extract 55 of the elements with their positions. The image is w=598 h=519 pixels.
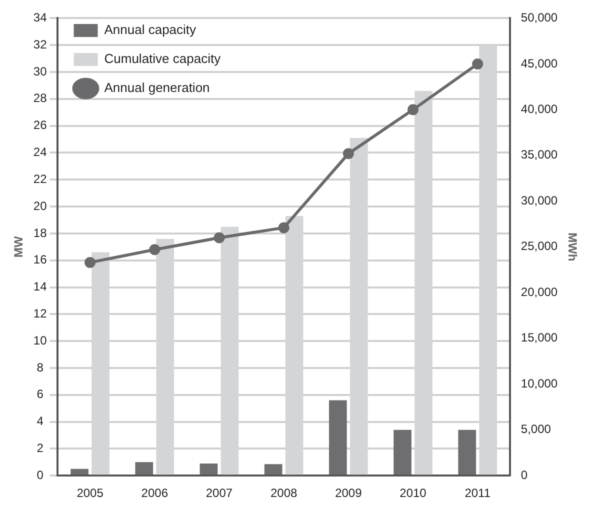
point [408, 104, 419, 116]
y2-axis-title: MWh [565, 232, 580, 262]
bar [70, 468, 88, 475]
legend-label: Cumulative capacity [104, 51, 222, 66]
x-tick-label: 2008 [270, 486, 298, 500]
y-tick-label: 10 [33, 333, 48, 348]
y-tick-label: 34 [33, 10, 48, 25]
point [84, 256, 96, 268]
legend-label: Annual generation [104, 80, 210, 96]
x-tick-label: 2007 [206, 486, 233, 500]
y2-tick-label: 0 [520, 468, 528, 482]
y-tick-label: 22 [33, 172, 48, 186]
point [342, 148, 354, 160]
bar [458, 430, 476, 475]
y-axis-title: MW [12, 236, 26, 258]
y2-tick-label: 5,000 [520, 422, 552, 436]
y-tick-label: 30 [33, 64, 48, 78]
y-tick-label: 8 [36, 360, 44, 374]
y2-tick-label: 50,000 [520, 10, 558, 25]
point [278, 222, 290, 234]
y-tick-label: 28 [33, 91, 48, 106]
legend-label: Annual capacity [104, 22, 197, 38]
point [149, 244, 160, 256]
y2-tick-label: 45,000 [520, 56, 558, 70]
y-tick-label: 4 [36, 414, 44, 428]
bar [264, 464, 282, 475]
y2-tick-label: 35,000 [520, 148, 558, 162]
y-tick-label: 12 [33, 306, 48, 320]
y-tick-label: 0 [36, 468, 44, 482]
point [214, 232, 225, 244]
y2-tick-label: 15,000 [520, 330, 558, 345]
bar [394, 430, 412, 475]
y-tick-label: 26 [33, 118, 48, 132]
y-tick-label: 20 [33, 198, 48, 213]
y-tick-label: 14 [33, 280, 48, 294]
y-tick-label: 2 [36, 441, 44, 456]
y-tick-label: 32 [33, 37, 48, 52]
y2-tick-label: 20,000 [520, 284, 558, 299]
point [472, 58, 484, 70]
bar [200, 463, 218, 475]
y2-tick-label: 10,000 [520, 376, 558, 390]
y2-tick-label: 30,000 [520, 193, 558, 208]
x-tick-label: 2011 [464, 486, 491, 500]
y2-tick-label: 40,000 [520, 102, 558, 116]
x-tick-label: 2005 [76, 486, 104, 500]
x-tick-label: 2009 [335, 486, 362, 500]
y-tick-label: 16 [33, 252, 48, 267]
x-tick-label: 2006 [141, 486, 168, 500]
bar [135, 462, 154, 475]
y-tick-label: 24 [33, 145, 48, 160]
y-tick-label: 18 [33, 226, 48, 240]
y-tick-label: 6 [36, 387, 44, 402]
bar [328, 400, 347, 475]
y2-tick-label: 25,000 [520, 239, 558, 254]
x-tick-label: 2010 [400, 486, 427, 500]
